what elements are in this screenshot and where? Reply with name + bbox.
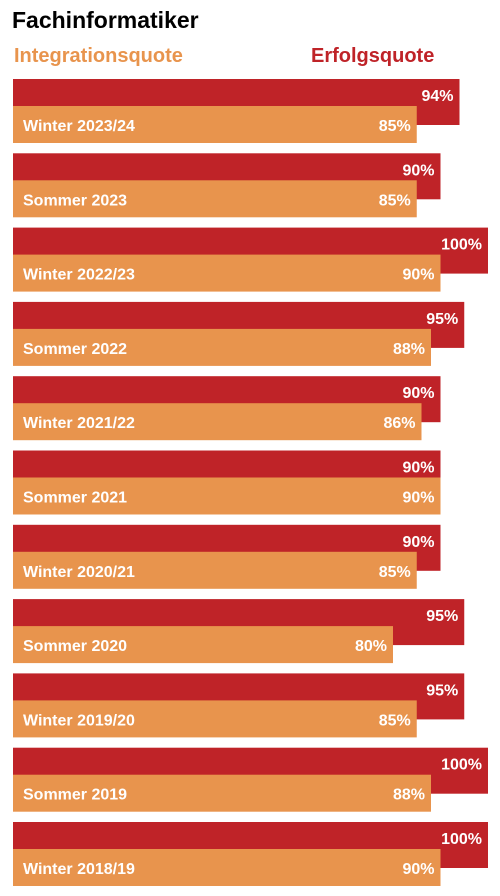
erfolgsquote-value-label: 100% xyxy=(441,757,482,774)
category-label: Winter 2019/20 xyxy=(23,712,135,729)
erfolgsquote-value-label: 90% xyxy=(402,162,434,179)
category-label: Sommer 2020 xyxy=(23,638,127,655)
category-label: Sommer 2019 xyxy=(23,787,127,804)
integrationsquote-value-label: 85% xyxy=(379,564,411,581)
category-label: Winter 2020/21 xyxy=(23,564,135,581)
integrationsquote-value-label: 90% xyxy=(402,267,434,284)
integrationsquote-bar xyxy=(13,477,441,515)
bar-group: 90% Sommer 2023 85% xyxy=(13,153,441,218)
integrationsquote-bar xyxy=(13,106,417,143)
chart-title: Fachinformatiker xyxy=(12,7,199,33)
erfolgsquote-value-label: 100% xyxy=(441,237,482,254)
integrationsquote-value-label: 80% xyxy=(355,638,387,655)
category-label: Winter 2018/19 xyxy=(23,861,135,878)
integrationsquote-bar xyxy=(13,254,441,292)
bar-group: 95% Sommer 2020 80% xyxy=(13,599,465,664)
erfolgsquote-value-label: 90% xyxy=(402,460,434,477)
integrationsquote-bar xyxy=(13,774,431,812)
erfolgsquote-value-label: 95% xyxy=(426,608,458,625)
bar-group: 90% Winter 2021/22 86% xyxy=(13,376,441,441)
integrationsquote-bar xyxy=(13,180,417,218)
erfolgsquote-value-label: 90% xyxy=(402,534,434,551)
category-label: Sommer 2023 xyxy=(23,192,127,209)
integrationsquote-bar xyxy=(13,849,441,886)
erfolgsquote-value-label: 95% xyxy=(426,311,458,328)
category-label: Sommer 2022 xyxy=(23,341,127,358)
bar-group: 95% Winter 2019/20 85% xyxy=(13,673,465,738)
bar-group: 95% Sommer 2022 88% xyxy=(13,301,465,366)
category-label: Winter 2023/24 xyxy=(23,118,135,135)
integrationsquote-value-label: 86% xyxy=(383,415,415,432)
integrationsquote-bar xyxy=(13,403,422,441)
integrationsquote-bar xyxy=(13,626,393,664)
bar-group: 90% Winter 2020/21 85% xyxy=(13,524,441,589)
bar-group: 100% Sommer 2019 88% xyxy=(13,747,488,812)
integrationsquote-value-label: 85% xyxy=(379,712,411,729)
category-label: Winter 2022/23 xyxy=(23,267,135,284)
integrationsquote-value-label: 85% xyxy=(379,192,411,209)
integrationsquote-bar xyxy=(13,328,431,366)
integrationsquote-bar xyxy=(13,700,417,738)
integrationsquote-value-label: 90% xyxy=(402,490,434,507)
bar-group: 100% Winter 2018/19 90% xyxy=(13,822,488,886)
legend-integrationsquote: Integrationsquote xyxy=(14,45,183,67)
bar-group: 94% Winter 2023/24 85% xyxy=(13,79,460,143)
erfolgsquote-value-label: 94% xyxy=(421,88,453,105)
integrationsquote-value-label: 90% xyxy=(402,861,434,878)
integrationsquote-value-label: 88% xyxy=(393,787,425,804)
category-label: Winter 2021/22 xyxy=(23,415,135,432)
bar-group: 90% Sommer 2021 90% xyxy=(13,450,441,515)
erfolgsquote-value-label: 100% xyxy=(441,831,482,848)
legend-erfolgsquote: Erfolgsquote xyxy=(311,45,435,67)
integrationsquote-value-label: 85% xyxy=(379,118,411,135)
category-label: Sommer 2021 xyxy=(23,490,127,507)
bar-group: 100% Winter 2022/23 90% xyxy=(13,227,488,292)
erfolgsquote-value-label: 90% xyxy=(402,385,434,402)
integrationsquote-bar xyxy=(13,551,417,589)
erfolgsquote-value-label: 95% xyxy=(426,682,458,699)
integrationsquote-value-label: 88% xyxy=(393,341,425,358)
